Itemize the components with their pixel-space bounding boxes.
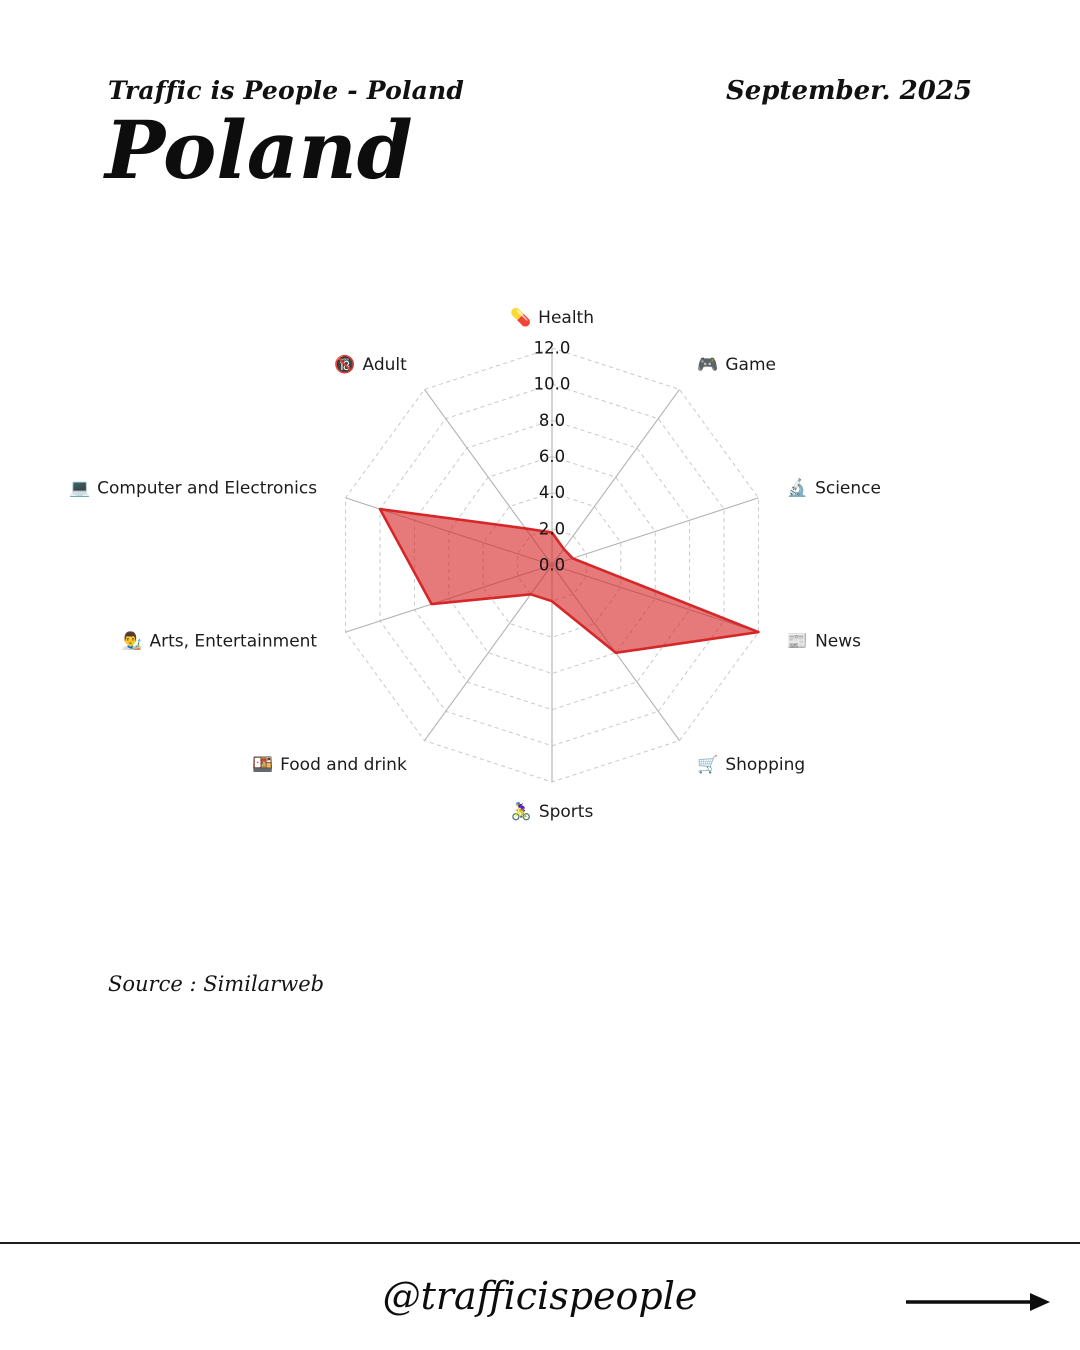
axis-label-text: Adult (363, 355, 408, 375)
science-icon: 🔬 (787, 478, 808, 499)
axis-label-sports: 🚴‍♀️ Sports (511, 801, 594, 822)
footer-divider (0, 1242, 1080, 1244)
tick-label-3: 6.0 (539, 447, 565, 466)
axis-label-health: 💊 Health (510, 307, 594, 328)
food-and-drink-icon: 🍱 (252, 755, 273, 775)
report-date: September. 2025 (725, 76, 972, 106)
social-handle: @trafficispeople (382, 1274, 698, 1318)
arts-entertainment-icon: 👨‍🎨 (121, 630, 143, 651)
data-polygon (378, 507, 760, 655)
sports-icon: 🚴‍♀️ (511, 801, 532, 822)
adult-icon: 🔞 (334, 354, 355, 375)
axis-label-text: Game (725, 355, 776, 375)
shopping-icon: 🛒 (697, 754, 718, 775)
axis-label-text: Health (538, 308, 594, 328)
axis-label-food-and-drink: 🍱 Food and drink (252, 755, 407, 775)
axis-label-adult: 🔞 Adult (334, 354, 407, 375)
tick-label-0: 0.0 (539, 556, 565, 575)
grid-ring (413, 419, 691, 711)
page-eyebrow: Traffic is People - Poland (108, 76, 465, 105)
tick-label-6: 12.0 (534, 339, 571, 358)
axis-label-text: Arts, Entertainment (149, 631, 317, 651)
axis-label-news: 📰 News (787, 631, 861, 651)
health-icon: 💊 (510, 307, 531, 328)
axis-label-computer-and-electronics: 💻 Computer and Electronics (69, 479, 317, 499)
game-icon: 🎮 (697, 355, 718, 375)
axis-label-science: 🔬 Science (787, 478, 881, 499)
page-title: Poland (105, 103, 413, 197)
tick-label-2: 4.0 (539, 483, 565, 502)
axis-spoke (551, 389, 680, 566)
tick-label-1: 2.0 (539, 519, 565, 538)
right-arrow-icon (906, 1293, 1050, 1311)
axis-label-arts-entertainment: 👨‍🎨 Arts, Entertainment (121, 630, 317, 651)
tick-label-5: 10.0 (534, 375, 571, 394)
axis-label-text: Sports (539, 802, 594, 822)
axis-label-text: News (815, 631, 861, 651)
axis-label-text: Shopping (725, 755, 805, 775)
axis-label-text: Science (815, 479, 881, 499)
source-note: Source : Similarweb (108, 972, 325, 996)
axis-label-text: Computer and Electronics (97, 479, 317, 499)
axis-spoke (551, 497, 759, 566)
axis-label-shopping: 🛒 Shopping (697, 754, 805, 775)
axis-label-text: Food and drink (280, 755, 407, 775)
computer-and-electronics-icon: 💻 (69, 479, 90, 499)
grid-ring (448, 455, 656, 675)
axis-label-game: 🎮 Game (697, 355, 776, 375)
news-icon: 📰 (787, 631, 808, 651)
tick-label-4: 8.0 (539, 411, 565, 430)
